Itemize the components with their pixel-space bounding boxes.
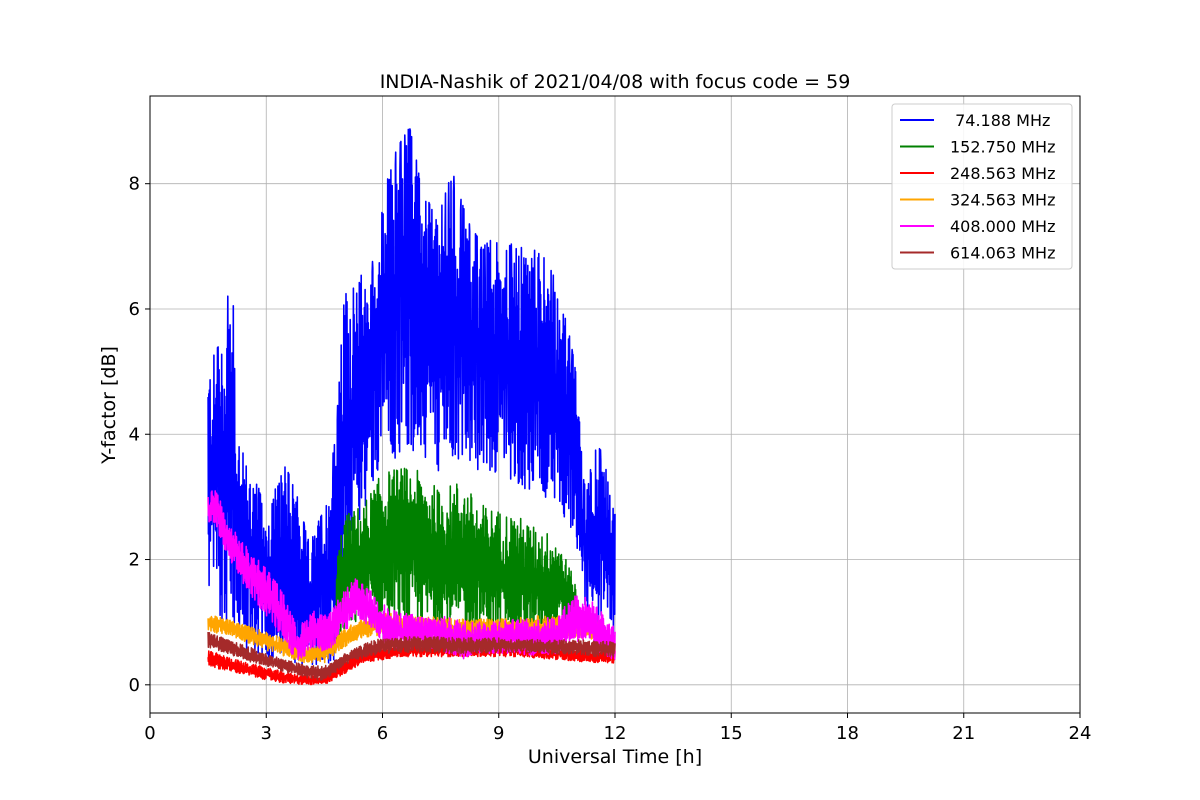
x-tick-label: 12 — [604, 723, 627, 744]
y-axis-label: Y-factor [dB] — [98, 346, 120, 465]
x-tick-label: 3 — [261, 723, 272, 744]
series-line — [335, 467, 578, 647]
legend-label: 614.063 MHz — [950, 244, 1055, 263]
y-tick-label: 2 — [129, 550, 140, 571]
legend-label: 408.000 MHz — [950, 217, 1055, 236]
x-axis-label: Universal Time [h] — [528, 746, 702, 768]
x-tick-label: 18 — [836, 723, 859, 744]
y-tick-label: 6 — [129, 299, 140, 320]
y-tick-label: 4 — [129, 424, 140, 445]
legend-label: 74.188 MHz — [950, 111, 1050, 130]
x-tick-label: 6 — [377, 723, 388, 744]
y-tick-label: 8 — [129, 174, 140, 195]
x-tick-label: 24 — [1069, 723, 1092, 744]
series-line — [207, 490, 616, 660]
x-tick-label: 9 — [493, 723, 504, 744]
legend-label: 324.563 MHz — [950, 191, 1055, 210]
legend-label: 152.750 MHz — [950, 138, 1055, 157]
legend: 74.188 MHz 152.750 MHz 248.563 MHz 324.563 … — [891, 103, 1073, 270]
y-axis: 0 2 4 6 8 — [129, 174, 150, 696]
series-line — [207, 631, 616, 681]
x-tick-label: 15 — [720, 723, 743, 744]
x-tick-label: 21 — [952, 723, 975, 744]
legend-box — [891, 103, 1073, 270]
series-layer — [207, 128, 616, 686]
x-tick-label: 0 — [144, 723, 155, 744]
chart-title: INDIA-Nashik of 2021/04/08 with focus co… — [380, 71, 851, 93]
legend-label: 248.563 MHz — [950, 164, 1055, 183]
series-line — [207, 128, 616, 673]
y-tick-label: 0 — [129, 675, 140, 696]
x-axis: 0 3 6 9 12 15 18 21 24 — [144, 713, 1091, 744]
